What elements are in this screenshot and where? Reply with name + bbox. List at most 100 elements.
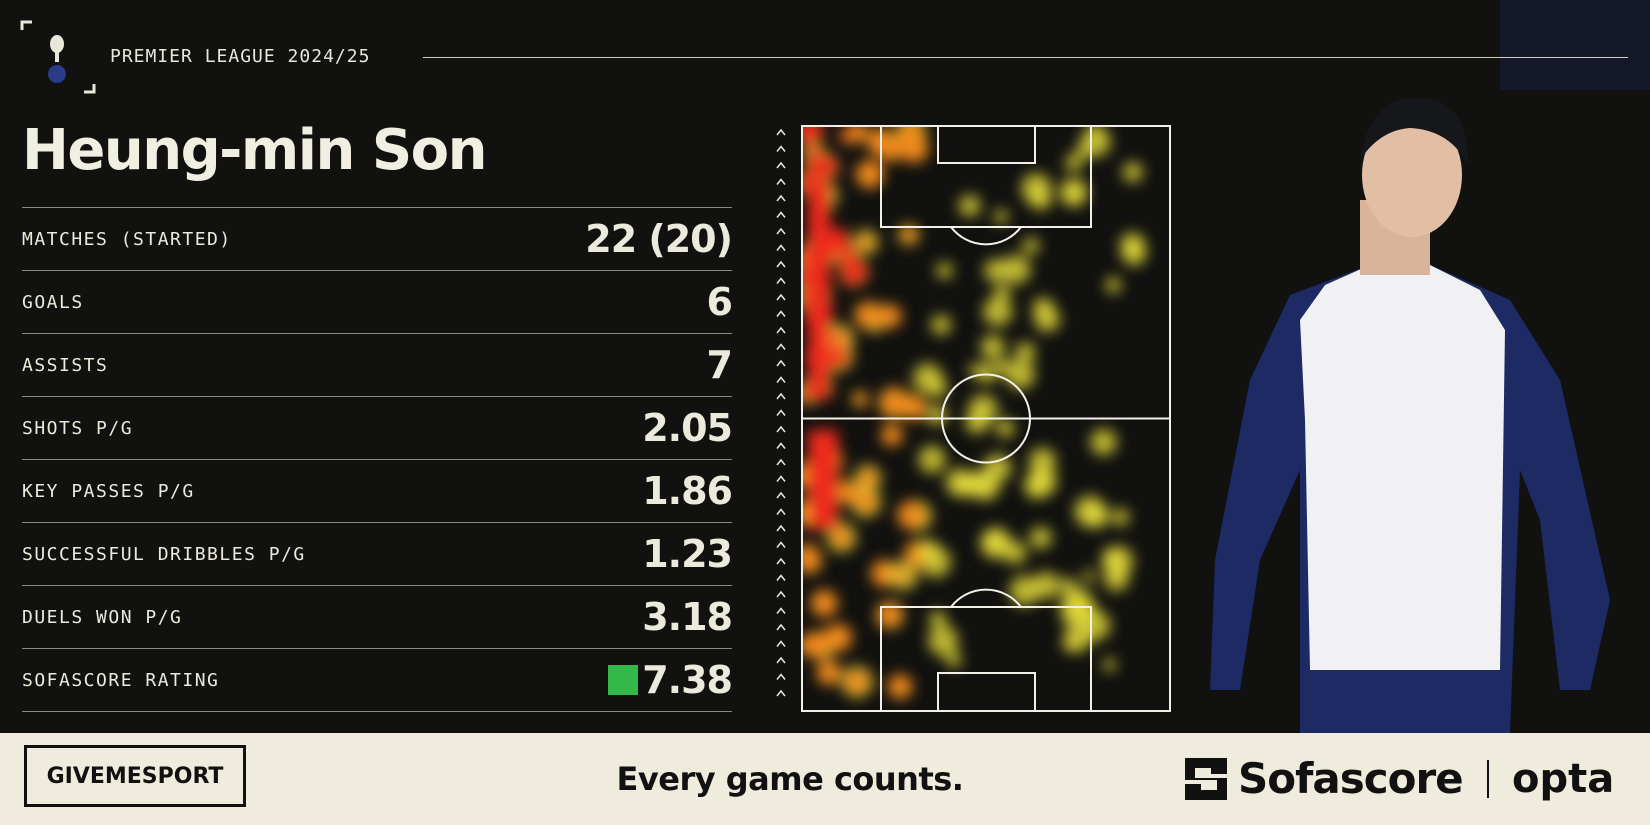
arrow	[776, 607, 786, 614]
stat-row: KEY PASSES P/G 1.86	[22, 459, 733, 522]
stats-table: MATCHES (STARTED) 22 (20) GOALS 6 ASSISTS 7 SH…	[22, 207, 733, 712]
heat-blob	[854, 301, 882, 329]
arrow	[776, 376, 786, 383]
stat-label: ASSISTS	[22, 354, 109, 376]
tagline: Every game counts.	[616, 760, 964, 798]
heat-blob	[945, 651, 962, 668]
stat-value: 7	[706, 343, 733, 387]
stat-value-box: 22 (20)	[585, 217, 733, 261]
heat-blob	[858, 234, 875, 251]
pitch	[801, 125, 1171, 712]
heat-core	[808, 430, 838, 530]
heat-blob	[976, 363, 997, 383]
arrow	[776, 260, 786, 268]
arrow	[776, 442, 786, 449]
arrow	[776, 541, 786, 548]
stat-row: GOALS 6	[22, 270, 733, 333]
stat-value-box: 3.18	[642, 595, 733, 639]
footer: GIVEMESPORT Every game counts. Sofascore…	[0, 733, 1650, 825]
arrow	[776, 326, 786, 334]
heat-blob	[877, 135, 904, 162]
heat-blob	[981, 528, 1006, 553]
heat-blob	[1021, 173, 1052, 204]
arrow	[776, 227, 786, 235]
arrow	[776, 574, 786, 581]
heat-blob	[983, 296, 1013, 327]
heat-blob	[958, 194, 981, 217]
heat-blob	[877, 304, 902, 329]
heat-blob	[880, 424, 903, 447]
stat-label: SHOTS P/G	[22, 417, 134, 439]
arrow	[776, 491, 786, 499]
heat-blob	[1105, 277, 1122, 294]
separator	[1487, 760, 1489, 798]
heat-blob	[927, 625, 959, 656]
stat-value-box: 2.05	[642, 406, 733, 450]
heat-blob	[826, 345, 850, 369]
heat-blob	[1076, 143, 1092, 159]
stat-value: 2.05	[642, 406, 733, 450]
partner-logo: Sofascore	[1238, 754, 1464, 803]
player-name: Heung-min Son	[22, 118, 488, 183]
heat-blob	[1122, 161, 1143, 183]
partner-icon	[1185, 758, 1227, 800]
graphics	[20, 0, 1650, 733]
heat-blob	[896, 568, 911, 583]
heat-blob	[1082, 570, 1095, 583]
player-photo	[1210, 97, 1610, 733]
stat-label: DUELS WON P/G	[22, 606, 183, 628]
arrow	[776, 673, 786, 680]
stat-value: 1.86	[642, 469, 733, 513]
arrow	[776, 623, 786, 631]
heat-blob	[877, 602, 903, 628]
badge-frame	[20, 20, 96, 94]
heat-blob	[929, 610, 947, 628]
heat-blob	[899, 133, 929, 163]
bg-tile	[1500, 0, 1650, 90]
stat-value-box: 7	[706, 343, 733, 387]
heat-blob	[839, 257, 868, 286]
heat-blob	[810, 589, 838, 617]
stat-label: SUCCESSFUL DRIBBLES P/G	[22, 543, 306, 565]
heat-blob	[1005, 360, 1036, 390]
direction-arrows	[776, 128, 786, 697]
arrow	[776, 359, 786, 367]
heat-blob	[1032, 297, 1054, 319]
heat-blob	[1059, 577, 1076, 594]
arrow	[776, 128, 786, 136]
stat-row: DUELS WON P/G 3.18	[22, 585, 733, 648]
arrow	[776, 244, 786, 251]
stat-label: GOALS	[22, 291, 84, 313]
heat-blob	[1022, 237, 1040, 255]
heat-blob	[831, 527, 852, 548]
heat-blob	[816, 660, 842, 685]
heat-blob	[1065, 154, 1083, 172]
partner-logo-2: opta	[1512, 756, 1615, 802]
arrow	[776, 145, 786, 152]
arrow	[776, 161, 786, 169]
heat-blob	[1015, 342, 1036, 363]
heat-blob	[802, 631, 829, 659]
club-crest	[48, 35, 66, 83]
heat-blob	[968, 394, 998, 424]
stat-row: ASSISTS 7	[22, 333, 733, 396]
stat-row: MATCHES (STARTED) 22 (20)	[22, 207, 733, 270]
arrow	[776, 277, 786, 284]
arrow	[776, 178, 786, 185]
league-label: PREMIER LEAGUE 2024/25	[110, 46, 371, 67]
stat-value-box: 7.38	[608, 658, 733, 702]
divider	[423, 57, 1628, 58]
heat-blob	[1063, 636, 1080, 653]
arrow	[776, 310, 786, 317]
heat-blob	[1111, 508, 1130, 527]
stat-label: SOFASCORE RATING	[22, 669, 220, 691]
stat-value-box: 6	[706, 280, 733, 324]
heat-blob	[918, 445, 946, 474]
heat-blob	[995, 419, 1015, 438]
stat-row: SOFASCORE RATING 7.38	[22, 648, 733, 712]
heat-blob	[887, 674, 913, 700]
heat-blob	[879, 387, 909, 418]
stat-value: 6	[706, 280, 733, 324]
stat-label: MATCHES (STARTED)	[22, 228, 232, 250]
